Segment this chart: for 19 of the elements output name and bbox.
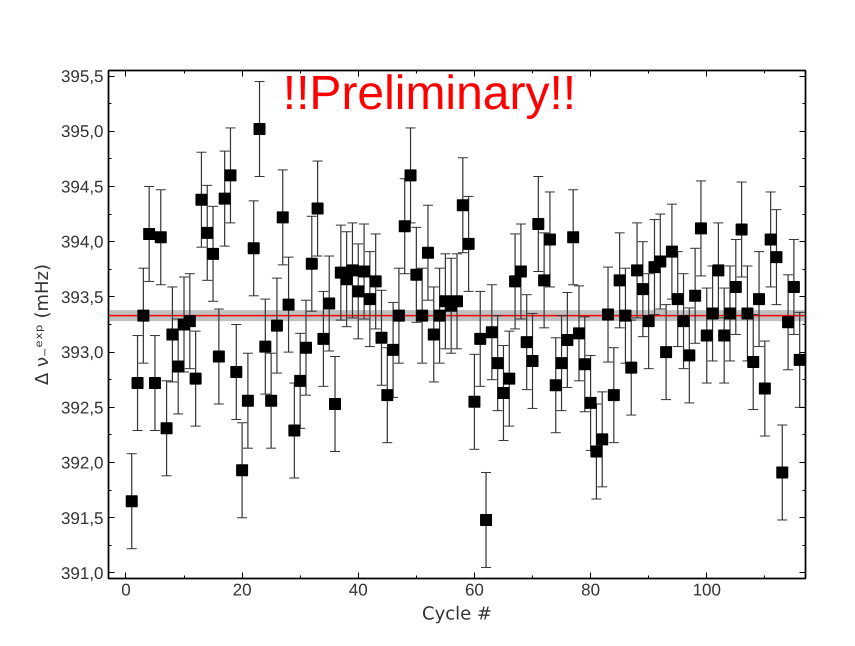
y-tick-label: 394,0 [60, 232, 104, 252]
x-tick-label: 60 [464, 580, 484, 600]
x-tick-label: 100 [692, 580, 721, 600]
y-tick-label: 392,0 [60, 454, 104, 473]
x-tick-label: 0 [121, 580, 131, 600]
y-tick-label: 393,0 [60, 343, 104, 362]
x-tick-label: 80 [581, 580, 600, 600]
y-axis-title: Δ ν₋ᵉˣᵖ (mHz) [32, 264, 53, 386]
y-tick-label: 391,5 [60, 508, 104, 528]
annotation: !!Preliminary!! [282, 67, 576, 120]
y-tick-label: 395,0 [60, 122, 104, 142]
y-tick-label: 395,5 [60, 67, 104, 86]
y-tick-label: 391,0 [60, 564, 104, 583]
x-axis-title: Cycle # [422, 604, 492, 624]
x-tick-label: 20 [232, 580, 252, 600]
y-tick-label: 393,5 [60, 288, 104, 307]
x-tick-label: 40 [348, 580, 368, 600]
y-tick-label: 394,5 [60, 177, 104, 196]
y-tick-label: 392,5 [60, 398, 104, 418]
